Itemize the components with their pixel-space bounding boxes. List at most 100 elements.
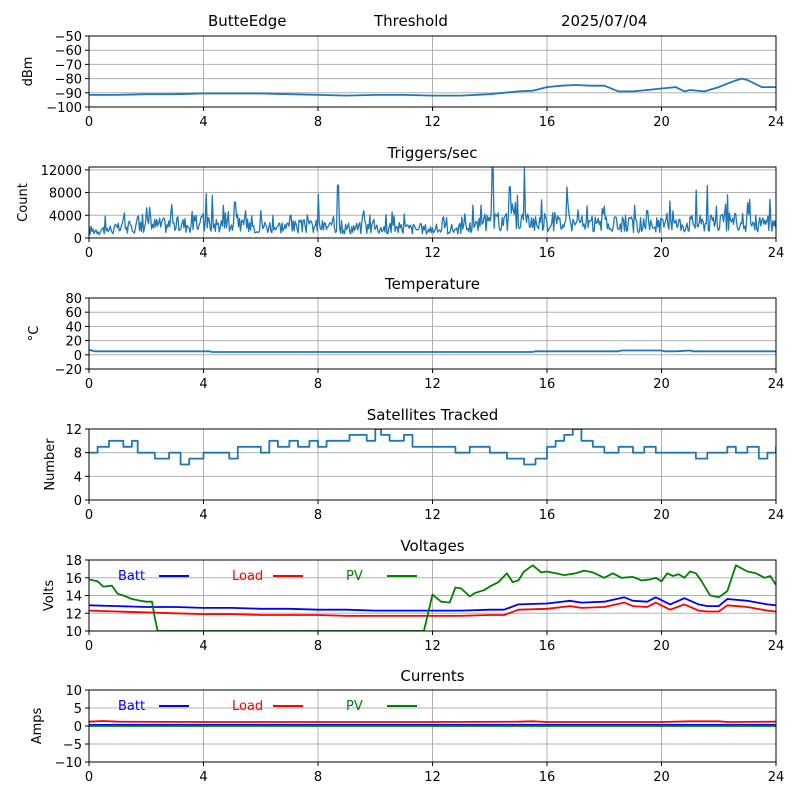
plot-area	[89, 720, 776, 727]
x-tick-label: 8	[314, 115, 322, 130]
y-tick-label: 4	[74, 470, 82, 485]
x-tick-label: 4	[199, 377, 207, 392]
x-tick-label: 20	[653, 639, 670, 654]
y-tick-label: 60	[65, 306, 82, 321]
x-tick-label: 12	[424, 508, 441, 523]
y-tick-label: 4000	[49, 209, 82, 224]
y-tick-label: 12	[65, 607, 82, 622]
x-tick-label: 8	[314, 377, 322, 392]
y-axis-label: Number	[43, 438, 58, 491]
x-tick-label: 0	[85, 639, 93, 654]
x-tick-label: 0	[85, 246, 93, 261]
y-tick-label: −100	[46, 101, 82, 116]
y-tick-label: −5	[63, 738, 82, 753]
panel-title: Voltages	[400, 537, 464, 555]
x-tick-label: 8	[314, 508, 322, 523]
y-tick-label: 8	[74, 447, 82, 462]
plot-area	[89, 564, 776, 631]
y-tick-label: −80	[55, 73, 82, 88]
x-tick-label: 4	[199, 639, 207, 654]
x-tick-label: 20	[653, 508, 670, 523]
y-tick-label: 16	[65, 572, 82, 587]
legend-label: PV	[346, 569, 363, 584]
header-mode: Threshold	[373, 12, 448, 30]
chart-panel-currents: 0 4 8 12 16 20 24 −10 −5 0 5 10 Currents Amps Batt Load…	[30, 667, 784, 785]
legend-label: Batt	[118, 569, 145, 584]
y-tick-label: −10	[55, 756, 82, 771]
series-line-load	[89, 720, 776, 723]
y-axis-label: °C	[27, 326, 42, 342]
x-tick-label: 4	[199, 115, 207, 130]
y-axis-label: Count	[16, 183, 31, 222]
x-tick-label: 16	[539, 115, 556, 130]
x-tick-label: 12	[424, 115, 441, 130]
series-line-batt	[89, 596, 776, 612]
plot-area	[89, 77, 776, 97]
header-date: 2025/07/04	[561, 12, 647, 30]
y-tick-label: −50	[55, 30, 82, 45]
x-tick-label: 0	[85, 115, 93, 130]
panel-title: Temperature	[384, 275, 480, 293]
x-tick-label: 12	[424, 639, 441, 654]
x-tick-label: 8	[314, 639, 322, 654]
series-line-temperature-0	[89, 348, 776, 353]
y-tick-label: −20	[55, 363, 82, 378]
panel-title: Satellites Tracked	[367, 406, 498, 424]
x-tick-label: 16	[539, 508, 556, 523]
y-tick-label: 5	[74, 702, 82, 717]
x-tick-label: 12	[424, 246, 441, 261]
y-tick-label: 0	[74, 720, 82, 735]
chart-panel-noise: 0 4 8 12 16 20 24 −100−90−80−70−60−50 dBm	[21, 30, 784, 130]
x-tick-label: 16	[539, 639, 556, 654]
x-tick-label: 4	[199, 508, 207, 523]
series-line-noise-0	[89, 77, 776, 97]
x-tick-label: 16	[539, 246, 556, 261]
x-tick-label: 12	[424, 377, 441, 392]
plot-area	[89, 348, 776, 353]
x-tick-label: 24	[768, 115, 785, 130]
x-tick-label: 24	[768, 377, 785, 392]
y-tick-label: 40	[65, 320, 82, 335]
x-tick-label: 0	[85, 377, 93, 392]
legend-label: Batt	[118, 699, 145, 714]
x-tick-label: 20	[653, 246, 670, 261]
y-axis-label: Amps	[30, 707, 45, 744]
y-tick-label: 0	[74, 232, 82, 247]
x-tick-label: 16	[539, 770, 556, 785]
x-tick-label: 4	[199, 246, 207, 261]
y-tick-label: 20	[65, 335, 82, 350]
y-tick-label: 10	[65, 684, 82, 699]
panel-title: Currents	[400, 667, 464, 685]
x-tick-label: 0	[85, 770, 93, 785]
series-line-load	[89, 601, 776, 617]
x-tick-label: 16	[539, 377, 556, 392]
y-tick-label: −70	[55, 58, 82, 73]
y-tick-label: 10	[65, 625, 82, 640]
plot-area	[89, 167, 776, 236]
y-tick-label: 80	[65, 292, 82, 307]
x-tick-label: 0	[85, 508, 93, 523]
series-line-satellites-0	[89, 429, 776, 466]
y-tick-label: 18	[65, 554, 82, 569]
x-tick-label: 4	[199, 770, 207, 785]
x-tick-label: 12	[424, 770, 441, 785]
y-tick-label: −60	[55, 44, 82, 59]
y-tick-label: 12000	[41, 164, 82, 179]
series-line-pv	[89, 564, 776, 631]
chart-panel-triggers: 0 4 8 12 16 20 24 0 4000 8000 12000 Triggers/sec Cou…	[16, 144, 784, 261]
x-tick-label: 8	[314, 770, 322, 785]
series-line-triggers-0	[89, 167, 776, 236]
y-tick-label: 8000	[49, 187, 82, 202]
x-tick-label: 24	[768, 639, 785, 654]
x-tick-label: 8	[314, 246, 322, 261]
chart-panel-voltages: 0 4 8 12 16 20 24 10 12 14 16 18 Voltages Volts Batt Lo…	[42, 537, 784, 654]
y-tick-label: 14	[65, 590, 82, 605]
y-tick-label: 12	[65, 423, 82, 438]
y-axis-label: Volts	[42, 580, 57, 612]
header-station: ButteEdge	[208, 12, 287, 30]
y-tick-label: 0	[74, 349, 82, 364]
plot-area	[89, 429, 776, 466]
panel-title: Triggers/sec	[387, 144, 478, 162]
x-tick-label: 20	[653, 377, 670, 392]
